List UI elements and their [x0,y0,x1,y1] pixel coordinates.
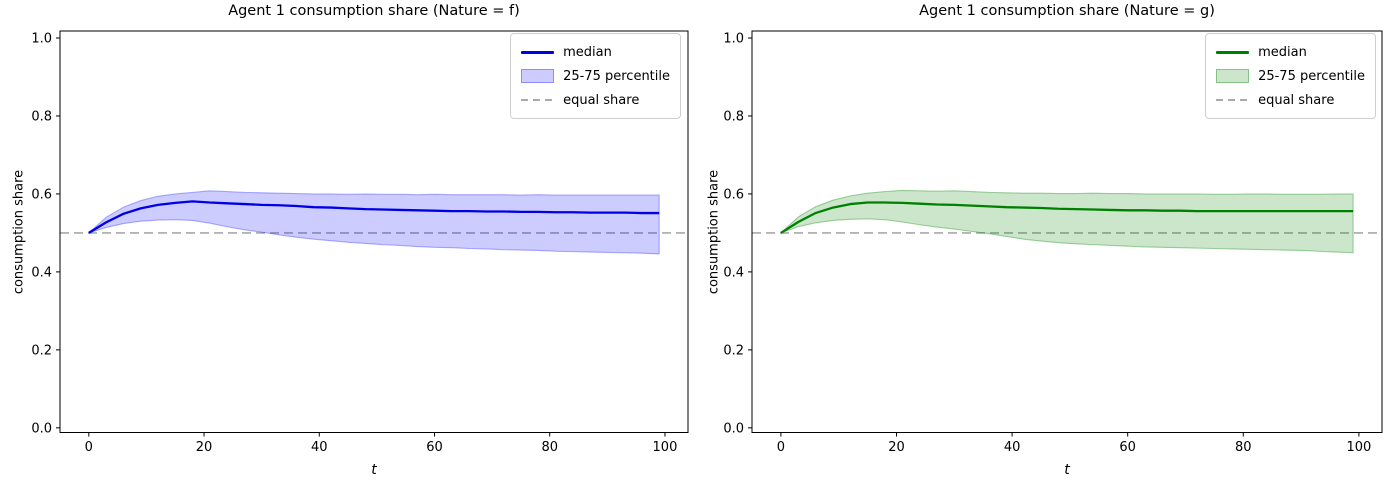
chart-title: Agent 1 consumption share (Nature = f) [228,3,520,19]
x-tick-label: 0 [85,440,93,455]
x-tick-label: 20 [888,440,905,455]
y-tick-label: 0.2 [723,343,744,358]
plot-area: 0 20 40 60 80 100 0.0 0.2 0.4 0.6 0.8 1.0 [31,30,689,455]
legend-label: equal share [563,92,640,108]
legend-item-median: median [521,40,670,64]
x-tick-label: 60 [426,440,443,455]
legend-item-percentile-band: 25-75 percentile [521,64,670,88]
percentile-band [88,190,660,255]
median-line [88,200,660,234]
plot-area: 0 20 40 60 80 100 0.0 0.2 0.4 0.6 0.8 1.0 [723,30,1383,455]
median-line-swatch [1216,50,1250,54]
legend-label: 25-75 percentile [563,68,670,84]
y-tick-label: 0.8 [31,109,52,124]
axes-spines [751,30,1383,433]
subplot-nature-g: Agent 1 consumption share (Nature = g) c… [695,0,1390,490]
legend-label: 25-75 percentile [1258,68,1365,84]
legend: median 25-75 percentile equal share [510,33,681,119]
percentile-band-swatch [521,69,555,83]
percentile-band [780,189,1354,254]
y-tick-label: 0.0 [31,421,52,436]
median-line-swatch [521,50,555,54]
y-tick-label: 0.4 [723,265,744,280]
x-tick-label: 80 [1235,440,1252,455]
equal-share-dash-swatch [521,99,555,101]
x-tick-label: 80 [541,440,558,455]
median-line [780,201,1354,234]
equal-share-dash-swatch [1216,99,1250,101]
legend: median 25-75 percentile equal share [1205,33,1376,119]
axes-spines [59,30,689,433]
x-axis-label: t [1064,462,1070,478]
legend-label: median [563,44,612,60]
legend-label: median [1258,44,1307,60]
x-tick-label: 0 [777,440,785,455]
y-tick-label: 0.0 [723,421,744,436]
y-tick-label: 1.0 [723,32,744,47]
x-tick-label: 100 [1346,440,1371,455]
y-tick-label: 1.0 [31,32,52,47]
x-axis-label: t [371,462,377,478]
x-tick-label: 100 [653,440,678,455]
legend-item-equal-share: equal share [1216,88,1365,112]
subplot-nature-f: Agent 1 consumption share (Nature = f) c… [12,3,689,478]
x-tick-label: 40 [1004,440,1021,455]
y-tick-label: 0.6 [723,187,744,202]
x-tick-label: 20 [196,440,213,455]
y-tick-label: 0.8 [723,109,744,124]
legend-item-percentile-band: 25-75 percentile [1216,64,1365,88]
y-tick-label: 0.6 [31,187,52,202]
percentile-band-swatch [1216,69,1250,83]
y-tick-label: 0.2 [31,343,52,358]
chart-title: Agent 1 consumption share (Nature = g) [919,3,1215,19]
legend-item-equal-share: equal share [521,88,670,112]
y-tick-label: 0.4 [31,265,52,280]
legend-label: equal share [1258,92,1335,108]
x-tick-label: 60 [1119,440,1136,455]
legend-item-median: median [1216,40,1365,64]
x-tick-label: 40 [311,440,328,455]
